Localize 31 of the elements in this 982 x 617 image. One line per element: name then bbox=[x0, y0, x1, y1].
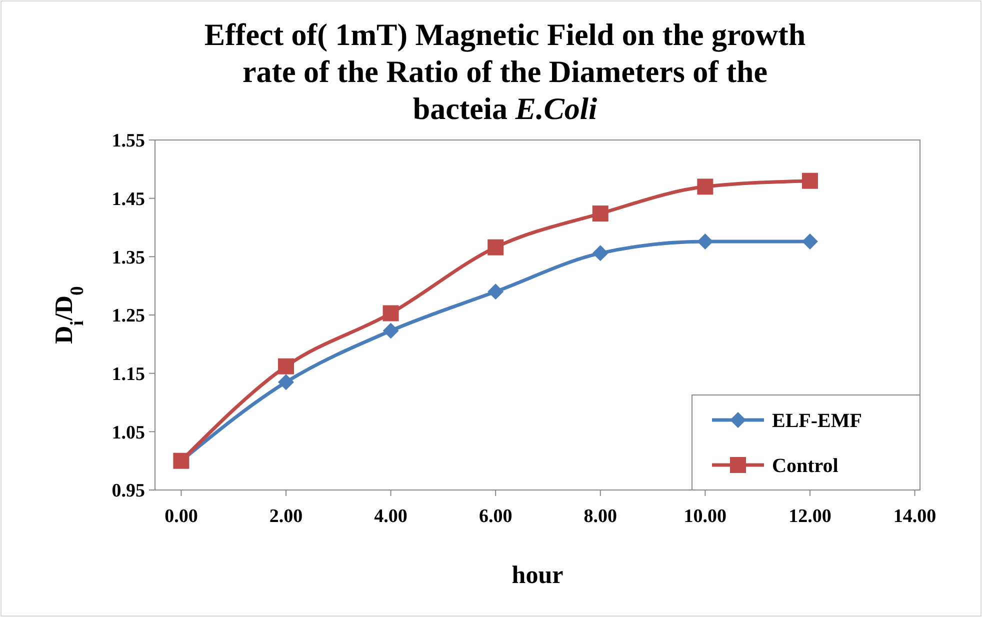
x-tick-label: 14.00 bbox=[893, 506, 936, 527]
point bbox=[592, 206, 608, 222]
point bbox=[488, 284, 504, 300]
chart-title: Effect of( 1mT) Magnetic Field on the growth rate of the Ratio of the Diameters of the bacteia E.Coli bbox=[204, 17, 806, 126]
y-tick-label: 1.15 bbox=[112, 364, 145, 385]
x-tick-label: 8.00 bbox=[584, 506, 617, 527]
point bbox=[802, 234, 818, 250]
x-tick-label: 2.00 bbox=[269, 506, 303, 527]
y-tick-label: 1.55 bbox=[112, 130, 145, 152]
point bbox=[592, 245, 608, 262]
point bbox=[382, 305, 399, 322]
y-tick-label: 0.95 bbox=[112, 480, 145, 502]
point bbox=[697, 234, 714, 250]
point bbox=[488, 239, 504, 256]
point bbox=[382, 322, 399, 339]
y-tick-label: 1.45 bbox=[112, 188, 145, 210]
y-tick-label: 1.05 bbox=[112, 422, 145, 444]
point bbox=[278, 374, 294, 390]
point bbox=[802, 172, 818, 189]
point bbox=[278, 358, 294, 374]
x-tick-label: 6.00 bbox=[478, 506, 512, 527]
point bbox=[697, 178, 714, 195]
x-axis-title: hour bbox=[512, 562, 564, 589]
y-tick-label: 1.25 bbox=[112, 306, 145, 327]
x-tick-label: 12.00 bbox=[788, 506, 832, 527]
x-tick-label: 4.00 bbox=[374, 506, 408, 527]
legend-label: ELF-EMF bbox=[772, 410, 862, 432]
y-tick-label: 1.35 bbox=[112, 247, 145, 268]
x-tick-label: 10.00 bbox=[684, 506, 727, 527]
legend-label: Control bbox=[772, 455, 839, 477]
x-tick-label: 0.00 bbox=[164, 506, 198, 527]
